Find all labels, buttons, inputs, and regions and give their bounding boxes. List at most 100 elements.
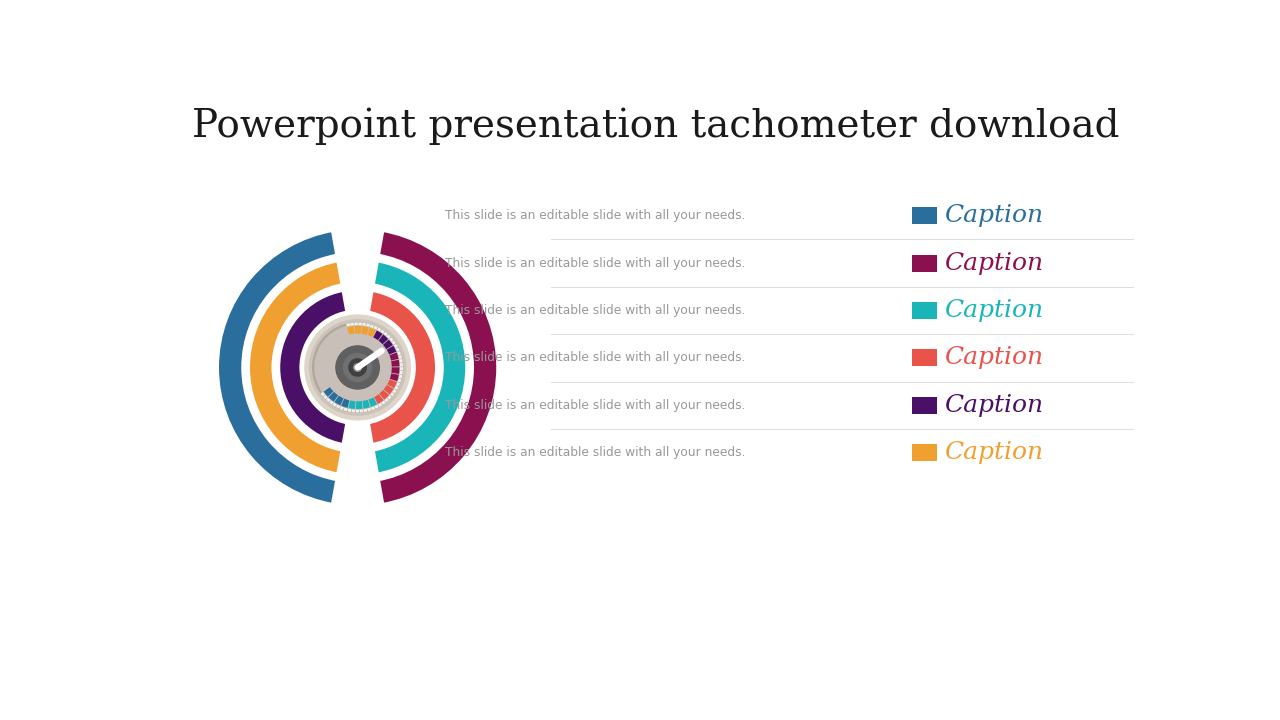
Wedge shape [383, 340, 393, 349]
Circle shape [349, 359, 366, 376]
Wedge shape [369, 397, 378, 407]
Text: This slide is an editable slide with all your needs.: This slide is an editable slide with all… [444, 351, 745, 364]
Wedge shape [378, 328, 381, 331]
Wedge shape [355, 326, 361, 333]
Wedge shape [367, 328, 376, 337]
Wedge shape [397, 351, 401, 355]
Wedge shape [390, 374, 399, 382]
Wedge shape [339, 406, 344, 410]
Wedge shape [375, 405, 379, 409]
Wedge shape [216, 230, 338, 505]
Wedge shape [329, 400, 334, 405]
Wedge shape [347, 326, 355, 335]
Wedge shape [367, 289, 438, 446]
FancyBboxPatch shape [911, 255, 937, 271]
Wedge shape [324, 387, 333, 397]
Wedge shape [392, 360, 399, 366]
Wedge shape [399, 359, 403, 363]
Wedge shape [387, 334, 390, 338]
Wedge shape [399, 371, 403, 374]
Circle shape [356, 366, 360, 369]
Wedge shape [347, 409, 351, 412]
Wedge shape [390, 392, 394, 397]
Circle shape [305, 315, 411, 420]
Text: Caption: Caption [945, 251, 1043, 274]
Wedge shape [384, 385, 393, 395]
Wedge shape [401, 363, 403, 366]
Wedge shape [393, 389, 397, 393]
Wedge shape [396, 347, 399, 351]
Wedge shape [388, 379, 397, 388]
Wedge shape [366, 323, 370, 327]
Wedge shape [378, 230, 499, 505]
Wedge shape [392, 341, 396, 345]
Wedge shape [388, 395, 392, 400]
Circle shape [335, 346, 379, 389]
Text: Caption: Caption [945, 204, 1043, 228]
Wedge shape [364, 409, 367, 412]
Circle shape [312, 323, 403, 412]
Wedge shape [372, 260, 467, 475]
Circle shape [315, 325, 401, 410]
Wedge shape [343, 408, 347, 411]
Text: Powerpoint presentation tachometer download: Powerpoint presentation tachometer downl… [192, 108, 1120, 145]
Wedge shape [384, 398, 389, 402]
Wedge shape [356, 410, 360, 413]
Wedge shape [278, 289, 348, 446]
Wedge shape [389, 353, 398, 361]
Wedge shape [392, 367, 399, 374]
Wedge shape [370, 324, 374, 328]
Wedge shape [381, 400, 385, 405]
Wedge shape [348, 400, 356, 409]
Wedge shape [324, 395, 328, 400]
Circle shape [343, 354, 371, 382]
Wedge shape [321, 392, 325, 396]
Wedge shape [247, 260, 343, 475]
Text: This slide is an editable slide with all your needs.: This slide is an editable slide with all… [444, 256, 745, 269]
Wedge shape [380, 329, 385, 333]
Wedge shape [342, 399, 349, 408]
Wedge shape [379, 335, 388, 344]
Wedge shape [398, 355, 402, 359]
FancyBboxPatch shape [911, 207, 937, 224]
Wedge shape [358, 323, 362, 325]
FancyBboxPatch shape [911, 302, 937, 319]
Wedge shape [387, 346, 397, 355]
Wedge shape [362, 323, 366, 326]
FancyBboxPatch shape [911, 397, 937, 414]
Text: This slide is an editable slide with all your needs.: This slide is an editable slide with all… [444, 446, 745, 459]
Text: Caption: Caption [945, 346, 1043, 369]
Text: Caption: Caption [945, 441, 1043, 464]
Wedge shape [374, 330, 383, 341]
Wedge shape [333, 402, 337, 407]
Wedge shape [384, 332, 388, 336]
Text: This slide is an editable slide with all your needs.: This slide is an editable slide with all… [444, 304, 745, 317]
Wedge shape [329, 392, 338, 402]
Wedge shape [389, 337, 393, 341]
Wedge shape [346, 323, 351, 326]
Wedge shape [352, 410, 355, 413]
Wedge shape [334, 396, 343, 405]
Wedge shape [362, 400, 370, 409]
Wedge shape [361, 326, 369, 335]
Wedge shape [371, 407, 375, 410]
Wedge shape [374, 394, 384, 404]
Wedge shape [367, 408, 371, 411]
Circle shape [310, 320, 406, 415]
Wedge shape [335, 405, 340, 408]
Wedge shape [398, 379, 402, 382]
Wedge shape [351, 323, 355, 325]
Text: This slide is an editable slide with all your needs.: This slide is an editable slide with all… [444, 210, 745, 222]
FancyBboxPatch shape [911, 349, 937, 366]
Wedge shape [394, 386, 398, 390]
Wedge shape [355, 323, 358, 325]
Text: Caption: Caption [945, 394, 1043, 417]
Wedge shape [374, 325, 378, 330]
Text: Caption: Caption [945, 299, 1043, 322]
Wedge shape [394, 343, 398, 348]
Wedge shape [379, 390, 389, 400]
FancyBboxPatch shape [911, 444, 937, 461]
Wedge shape [399, 375, 402, 379]
Wedge shape [401, 367, 403, 371]
Circle shape [353, 364, 361, 372]
